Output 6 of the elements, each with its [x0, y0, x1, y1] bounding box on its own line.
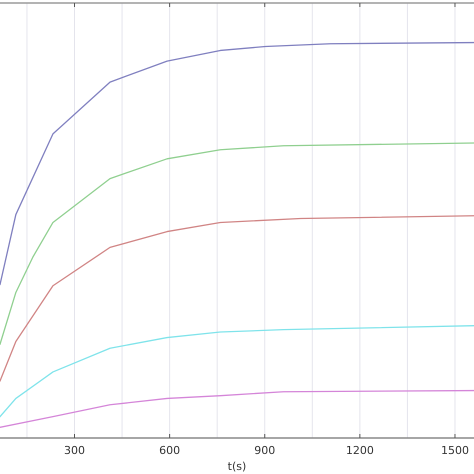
x-tick-label: 900: [254, 444, 276, 457]
x-tick-label: 300: [64, 444, 86, 457]
x-axis-title: t(s): [228, 460, 246, 473]
x-tick-label: 600: [159, 444, 180, 457]
x-tick-label: 1500: [440, 444, 469, 457]
x-tick-label: 1200: [346, 444, 374, 457]
